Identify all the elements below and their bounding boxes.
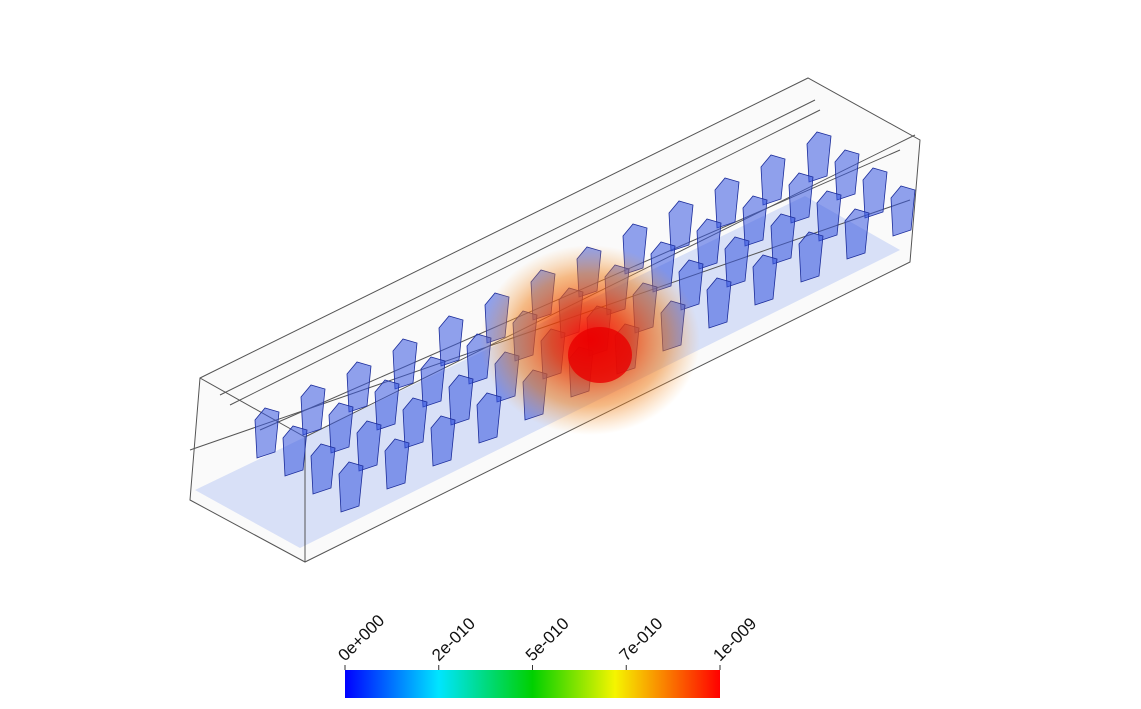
seat xyxy=(706,277,732,329)
seat xyxy=(402,397,428,449)
seat xyxy=(668,200,694,252)
seat xyxy=(752,254,778,306)
seat xyxy=(384,438,410,490)
seat xyxy=(788,172,814,224)
seat xyxy=(476,392,502,444)
seat xyxy=(806,131,832,183)
seat xyxy=(338,461,364,513)
seat xyxy=(834,149,860,201)
seat xyxy=(448,374,474,426)
seats xyxy=(254,131,916,513)
colorbar-tick-label: 5e-010 xyxy=(522,614,573,665)
seat xyxy=(430,415,456,467)
seat xyxy=(742,195,768,247)
seat xyxy=(438,315,464,367)
seat xyxy=(346,361,372,413)
seat xyxy=(862,167,888,219)
seat xyxy=(770,213,796,265)
seat xyxy=(760,154,786,206)
colorbar: 0e+000 2e-010 5e-010 7e-010 1e-009 xyxy=(334,611,760,698)
concentration-core xyxy=(568,327,632,383)
colorbar-tick-label: 2e-010 xyxy=(428,614,479,665)
colorbar-tick-label: 7e-010 xyxy=(616,614,667,665)
seat xyxy=(724,236,750,288)
seat xyxy=(356,420,382,472)
colorbar-tick-label: 1e-009 xyxy=(709,614,760,665)
seat xyxy=(816,190,842,242)
seat xyxy=(696,218,722,270)
seat xyxy=(328,402,354,454)
seat xyxy=(714,177,740,229)
seat xyxy=(310,443,336,495)
seat xyxy=(374,379,400,431)
seat xyxy=(844,208,870,260)
colorbar-gradient xyxy=(345,670,720,698)
colorbar-tick-label: 0e+000 xyxy=(334,611,388,665)
seat xyxy=(890,185,916,237)
seat xyxy=(254,407,280,459)
seat xyxy=(300,384,326,436)
seat xyxy=(392,338,418,390)
seat xyxy=(798,231,824,283)
seat xyxy=(420,356,446,408)
seat xyxy=(282,425,308,477)
